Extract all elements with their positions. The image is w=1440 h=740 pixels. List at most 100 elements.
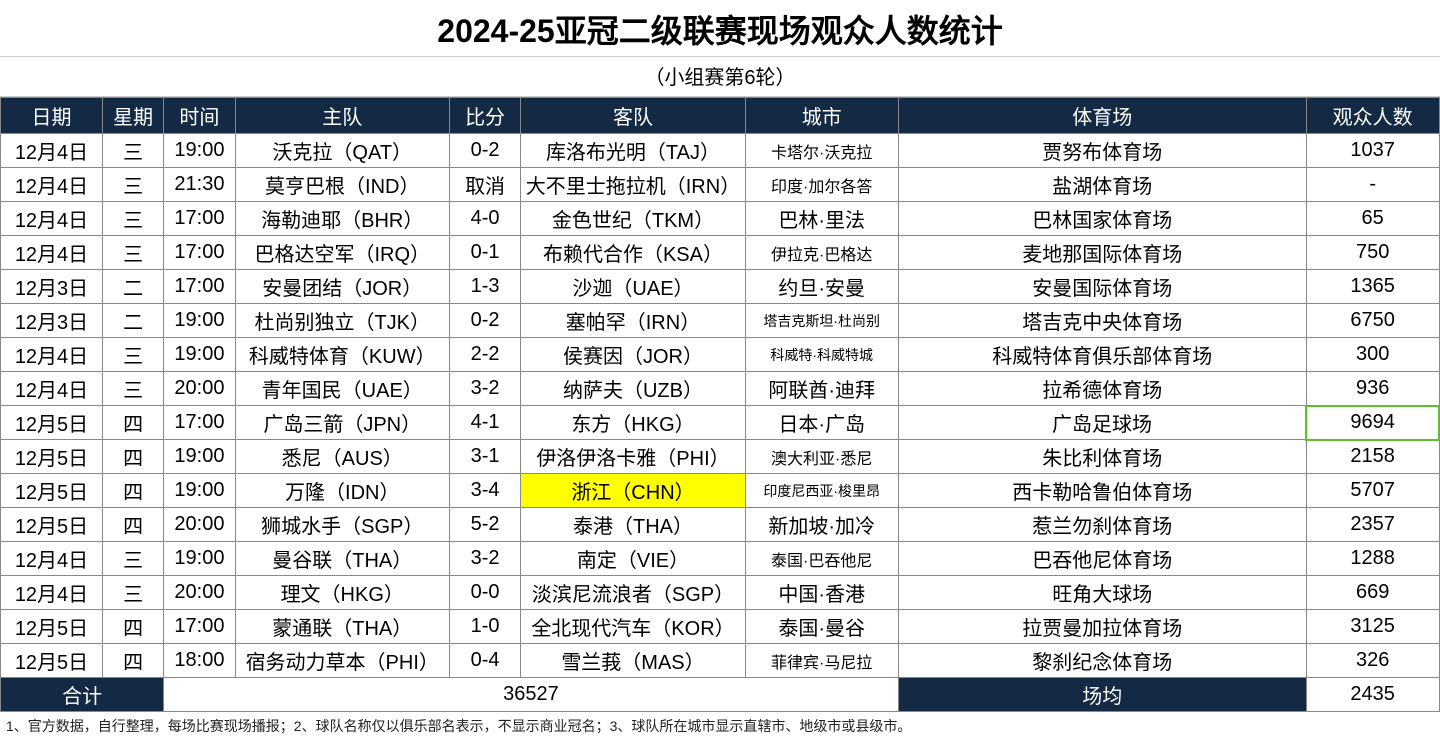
table-cell: 1288: [1306, 542, 1439, 576]
table-cell: 2357: [1306, 508, 1439, 542]
table-cell: 旺角大球场: [898, 576, 1306, 610]
table-row: 12月3日二19:00杜尚别独立（TJK）0-2塞帕罕（IRN）塔吉克斯坦·杜尚…: [1, 304, 1440, 338]
table-header-cell: 比分: [449, 98, 520, 134]
table-cell: 12月5日: [1, 406, 103, 440]
table-cell: 12月5日: [1, 440, 103, 474]
table-cell: 金色世纪（TKM）: [521, 202, 745, 236]
table-cell: 理文（HKG）: [235, 576, 449, 610]
table-cell: 约旦·安曼: [745, 270, 898, 304]
table-cell: 贾努布体育场: [898, 134, 1306, 168]
table-cell: 朱比利体育场: [898, 440, 1306, 474]
table-cell: 拉贾曼加拉体育场: [898, 610, 1306, 644]
table-cell: 12月4日: [1, 202, 103, 236]
table-cell: 浙江（CHN）: [521, 474, 745, 508]
table-cell: 3-2: [449, 542, 520, 576]
table-cell: 四: [103, 610, 164, 644]
attendance-table: 日期星期时间主队比分客队城市体育场观众人数 12月4日三19:00沃克拉（QAT…: [0, 97, 1440, 712]
table-cell: 12月4日: [1, 338, 103, 372]
table-cell: 0-2: [449, 304, 520, 338]
table-cell: 1-0: [449, 610, 520, 644]
table-row: 12月4日三19:00沃克拉（QAT）0-2库洛布光明（TAJ）卡塔尔·沃克拉贾…: [1, 134, 1440, 168]
table-cell: 巴林国家体育场: [898, 202, 1306, 236]
table-cell: 伊拉克·巴格达: [745, 236, 898, 270]
table-row: 12月5日四19:00悉尼（AUS）3-1伊洛伊洛卡雅（PHI）澳大利亚·悉尼朱…: [1, 440, 1440, 474]
table-row: 12月5日四19:00万隆（IDN）3-4浙江（CHN）印度尼西亚·梭里昂西卡勒…: [1, 474, 1440, 508]
table-cell: 12月3日: [1, 304, 103, 338]
table-cell: 塔吉克斯坦·杜尚别: [745, 304, 898, 338]
table-cell: 20:00: [164, 508, 235, 542]
table-cell: 0-2: [449, 134, 520, 168]
table-cell: 二: [103, 304, 164, 338]
table-cell: 12月4日: [1, 576, 103, 610]
table-row: 12月4日三17:00海勒迪耶（BHR）4-0金色世纪（TKM）巴林·里法巴林国…: [1, 202, 1440, 236]
table-cell: 海勒迪耶（BHR）: [235, 202, 449, 236]
table-cell: 12月5日: [1, 474, 103, 508]
table-header-cell: 体育场: [898, 98, 1306, 134]
table-cell: 19:00: [164, 338, 235, 372]
table-cell: 300: [1306, 338, 1439, 372]
table-row: 12月4日三17:00巴格达空军（IRQ）0-1布赖代合作（KSA）伊拉克·巴格…: [1, 236, 1440, 270]
table-header-cell: 时间: [164, 98, 235, 134]
table-cell: 4-0: [449, 202, 520, 236]
table-cell: 18:00: [164, 644, 235, 678]
table-cell: 卡塔尔·沃克拉: [745, 134, 898, 168]
table-cell: 泰国·曼谷: [745, 610, 898, 644]
table-row: 12月5日四17:00广岛三箭（JPN）4-1东方（HKG）日本·广岛广岛足球场…: [1, 406, 1440, 440]
table-row: 12月5日四20:00狮城水手（SGP）5-2泰港（THA）新加坡·加冷惹兰勿刹…: [1, 508, 1440, 542]
table-cell: 取消: [449, 168, 520, 202]
table-cell: 1037: [1306, 134, 1439, 168]
table-cell: 12月4日: [1, 236, 103, 270]
table-cell: 2158: [1306, 440, 1439, 474]
table-cell: 三: [103, 576, 164, 610]
table-cell: 黎刹纪念体育场: [898, 644, 1306, 678]
table-cell: 侯赛因（JOR）: [521, 338, 745, 372]
table-cell: 四: [103, 508, 164, 542]
footnote: 1、官方数据，自行整理，每场比赛现场播报；2、球队名称仅以俱乐部名表示，不显示商…: [0, 712, 1440, 740]
page-subtitle: （小组赛第6轮）: [0, 57, 1440, 97]
table-cell: 万隆（IDN）: [235, 474, 449, 508]
table-cell: 750: [1306, 236, 1439, 270]
table-cell: 蒙通联（THA）: [235, 610, 449, 644]
table-cell: 二: [103, 270, 164, 304]
table-row: 12月4日三20:00青年国民（UAE）3-2纳萨夫（UZB）阿联酋·迪拜拉希德…: [1, 372, 1440, 406]
table-cell: 三: [103, 168, 164, 202]
table-cell: 淡滨尼流浪者（SGP）: [521, 576, 745, 610]
table-cell: 三: [103, 338, 164, 372]
table-cell: 5-2: [449, 508, 520, 542]
table-cell: -: [1306, 168, 1439, 202]
table-cell: 日本·广岛: [745, 406, 898, 440]
table-cell: 巴吞他尼体育场: [898, 542, 1306, 576]
table-cell: 阿联酋·迪拜: [745, 372, 898, 406]
table-cell: 0-4: [449, 644, 520, 678]
table-row: 12月5日四18:00宿务动力草本（PHI）0-4雪兰莪（MAS）菲律宾·马尼拉…: [1, 644, 1440, 678]
table-cell: 19:00: [164, 542, 235, 576]
table-cell: 安曼国际体育场: [898, 270, 1306, 304]
table-cell: 20:00: [164, 576, 235, 610]
table-cell: 拉希德体育场: [898, 372, 1306, 406]
table-cell: 12月5日: [1, 610, 103, 644]
table-cell: 印度·加尔各答: [745, 168, 898, 202]
table-cell: 塞帕罕（IRN）: [521, 304, 745, 338]
table-cell: 1365: [1306, 270, 1439, 304]
table-cell: 19:00: [164, 134, 235, 168]
table-cell: 澳大利亚·悉尼: [745, 440, 898, 474]
table-cell: 12月3日: [1, 270, 103, 304]
table-cell: 三: [103, 372, 164, 406]
table-cell: 四: [103, 644, 164, 678]
table-header-cell: 观众人数: [1306, 98, 1439, 134]
table-cell: 大不里士拖拉机（IRN）: [521, 168, 745, 202]
table-row: 12月3日二17:00安曼团结（JOR）1-3沙迦（UAE）约旦·安曼安曼国际体…: [1, 270, 1440, 304]
table-cell: 19:00: [164, 440, 235, 474]
table-cell: 三: [103, 134, 164, 168]
table-cell: 惹兰勿刹体育场: [898, 508, 1306, 542]
table-cell: 1-3: [449, 270, 520, 304]
table-cell: 曼谷联（THA）: [235, 542, 449, 576]
table-cell: 三: [103, 542, 164, 576]
table-cell: 雪兰莪（MAS）: [521, 644, 745, 678]
table-cell: 9694: [1306, 406, 1439, 440]
table-cell: 科威特体育俱乐部体育场: [898, 338, 1306, 372]
table-cell: 17:00: [164, 610, 235, 644]
table-cell: 南定（VIE）: [521, 542, 745, 576]
table-cell: 泰国·巴吞他尼: [745, 542, 898, 576]
table-row: 12月5日四17:00蒙通联（THA）1-0全北现代汽车（KOR）泰国·曼谷拉贾…: [1, 610, 1440, 644]
